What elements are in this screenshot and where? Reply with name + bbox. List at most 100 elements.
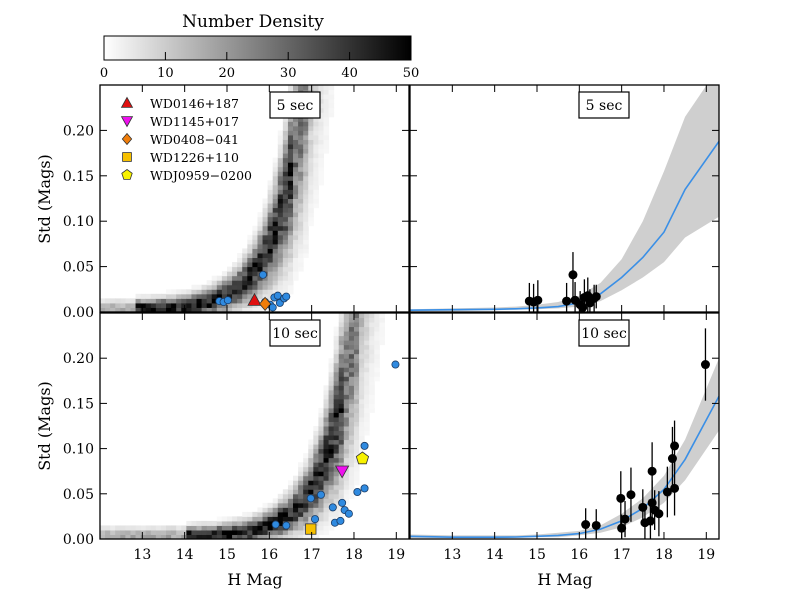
density-cell xyxy=(323,85,330,91)
density-cell xyxy=(338,444,345,450)
density-cell xyxy=(323,139,330,145)
density-cell xyxy=(328,389,335,395)
density-cell xyxy=(333,493,340,499)
density-cell xyxy=(328,430,335,436)
density-cell xyxy=(353,480,360,486)
density-cell xyxy=(282,489,289,495)
density-cell xyxy=(313,534,319,539)
density-cell xyxy=(247,307,253,312)
density-cell xyxy=(277,502,284,508)
density-cell xyxy=(196,534,203,539)
density-cell xyxy=(287,239,294,245)
density-cell xyxy=(277,216,284,222)
density-cell xyxy=(277,148,284,154)
density-cell xyxy=(277,262,284,268)
colorbar xyxy=(103,35,412,61)
density-cell xyxy=(232,534,238,539)
density-cell xyxy=(333,358,340,364)
density-cell xyxy=(369,376,375,382)
density-cell xyxy=(282,180,289,186)
density-cell xyxy=(338,313,345,319)
density-cell xyxy=(196,529,203,535)
density-cell xyxy=(298,175,304,181)
density-cell xyxy=(221,516,228,522)
density-cell xyxy=(353,313,360,319)
density-cell xyxy=(267,243,274,249)
density-cell xyxy=(338,403,345,409)
density-cell xyxy=(293,243,299,249)
density-cell xyxy=(277,257,284,263)
density-cell xyxy=(353,385,360,391)
density-cell xyxy=(298,162,304,168)
density-cell xyxy=(176,289,182,295)
panel-title: 10 sec xyxy=(581,326,627,342)
density-cell xyxy=(282,275,289,281)
density-cell xyxy=(318,412,324,418)
density-cell xyxy=(308,457,314,463)
density-cell xyxy=(303,484,309,490)
density-cell xyxy=(201,302,208,308)
special-marker xyxy=(247,292,262,306)
density-cell xyxy=(303,180,309,186)
special-marker xyxy=(305,523,317,535)
density-cell xyxy=(272,184,279,190)
density-cell xyxy=(369,322,375,328)
density-cell xyxy=(247,262,253,268)
density-cell xyxy=(338,362,345,368)
density-cell xyxy=(216,525,223,531)
data-point xyxy=(306,494,315,503)
density-cell xyxy=(171,525,177,531)
density-cell xyxy=(348,376,355,382)
density-cell xyxy=(211,520,218,526)
density-cell xyxy=(293,248,299,254)
density-cell xyxy=(272,207,279,213)
density-cell xyxy=(206,307,213,312)
density-cell xyxy=(293,189,299,195)
density-cell xyxy=(328,466,335,472)
density-cell xyxy=(348,340,355,346)
density-cell xyxy=(308,534,314,539)
density-cell xyxy=(359,398,365,404)
density-cell xyxy=(160,298,167,304)
density-cell xyxy=(303,148,309,154)
density-cell xyxy=(343,457,350,463)
density-cell xyxy=(277,134,284,140)
density-cell xyxy=(287,189,294,195)
density-cell xyxy=(262,203,269,209)
density-cell xyxy=(298,148,304,154)
density-cell xyxy=(272,216,279,222)
density-cell xyxy=(282,257,289,263)
density-cell xyxy=(237,271,243,277)
density-cell xyxy=(262,534,269,539)
density-cell xyxy=(328,94,335,100)
density-cell xyxy=(257,298,264,304)
density-cell xyxy=(216,529,223,535)
density-cell xyxy=(338,349,345,355)
density-cell xyxy=(282,162,289,168)
density-cell xyxy=(353,367,360,373)
density-cell xyxy=(343,407,350,413)
density-cell xyxy=(282,266,289,272)
density-cell xyxy=(277,280,284,286)
density-cell xyxy=(328,394,335,400)
x-tick-label: 18 xyxy=(345,547,363,563)
density-cell xyxy=(323,462,330,468)
density-cell xyxy=(353,317,360,323)
density-cell xyxy=(298,207,304,213)
density-cell xyxy=(313,130,319,136)
x-tick-label: 13 xyxy=(443,547,461,563)
density-cell xyxy=(338,380,345,386)
density-cell xyxy=(211,529,218,535)
density-cell xyxy=(232,266,238,272)
density-cell xyxy=(313,430,319,436)
density-cell xyxy=(303,85,309,91)
density-cell xyxy=(262,212,269,218)
density-cell xyxy=(308,193,314,199)
density-cell xyxy=(282,144,289,150)
density-cell xyxy=(338,421,345,427)
density-cell xyxy=(115,307,121,312)
data-point xyxy=(338,498,347,507)
density-cell xyxy=(293,175,299,181)
density-cell xyxy=(135,298,142,304)
density-cell xyxy=(338,398,345,404)
